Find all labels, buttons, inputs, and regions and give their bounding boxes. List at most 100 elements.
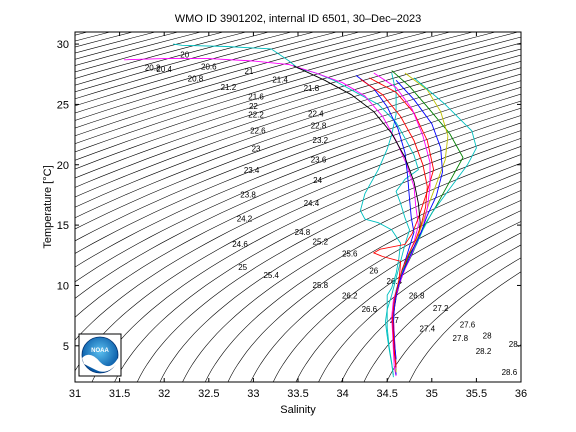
isopycnal-line bbox=[75, 32, 474, 153]
x-tick-label: 33.5 bbox=[287, 388, 308, 400]
isopycnal-label: 23 bbox=[252, 144, 261, 153]
isopycnal-line bbox=[75, 115, 521, 341]
isopycnal-label: 20 bbox=[180, 50, 189, 59]
isopycnal-label: 26.4 bbox=[387, 277, 403, 286]
logo-text: NOAA bbox=[91, 348, 109, 354]
profile-line bbox=[392, 79, 443, 360]
x-tick-label: 31 bbox=[69, 388, 81, 400]
noaa-seagull-icon bbox=[82, 354, 118, 372]
isopycnal-label: 21 bbox=[244, 67, 253, 76]
x-tick-label: 31.5 bbox=[109, 388, 130, 400]
isopycnal-label: 27.2 bbox=[433, 304, 449, 313]
chart-title: WMO ID 3901202, internal ID 6501, 30–Dec… bbox=[175, 13, 421, 25]
isopycnal-label: 21.8 bbox=[304, 84, 320, 93]
isopycnal-line bbox=[75, 32, 384, 121]
profile-line bbox=[173, 43, 419, 378]
isopycnal-label: 23.6 bbox=[311, 155, 327, 164]
isopycnal-line bbox=[75, 32, 202, 66]
isopycnal-label: 28 bbox=[483, 332, 492, 341]
x-tick-label: 35.5 bbox=[466, 388, 487, 400]
isopycnal-line bbox=[386, 257, 521, 382]
isopycnal-label: 26 bbox=[369, 266, 378, 275]
isopycnal-line bbox=[75, 107, 521, 318]
profile-line bbox=[360, 78, 428, 368]
isopycnal-line bbox=[75, 32, 293, 93]
isopycnal-label: 21.4 bbox=[272, 76, 288, 85]
isopycnal-label: 24.2 bbox=[237, 214, 253, 223]
isopycnal-line bbox=[75, 61, 521, 219]
isopycnal-line bbox=[295, 210, 521, 382]
isopycnal-label: 27.6 bbox=[460, 321, 476, 330]
y-axis-ticks: 5 10 15 20 25 30 bbox=[57, 39, 521, 353]
isopycnal-line bbox=[75, 100, 521, 299]
isopycnal-line bbox=[75, 36, 521, 179]
isopycnal-label: 22.4 bbox=[308, 109, 324, 118]
isopycnal-label: 20.6 bbox=[201, 62, 217, 71]
isopycnal-line bbox=[408, 271, 521, 382]
isopycnal-label: 24 bbox=[313, 176, 322, 185]
isopycnal-label: 24.6 bbox=[232, 240, 248, 249]
x-tick-label: 35 bbox=[426, 388, 438, 400]
isopycnal-line bbox=[340, 232, 521, 382]
y-axis-label: Temperature [°C] bbox=[42, 165, 54, 248]
y-tick-label: 10 bbox=[57, 280, 69, 292]
y-tick-label: 15 bbox=[57, 220, 69, 232]
isopycnal-label: 24.8 bbox=[295, 228, 311, 237]
isopycnal-line bbox=[75, 32, 429, 137]
isopycnal-label: 20.2 bbox=[145, 64, 161, 73]
isopycnal-label: 25.4 bbox=[263, 271, 279, 280]
isopycnal-line bbox=[227, 180, 521, 382]
isopycnal-label: 25.2 bbox=[313, 237, 329, 246]
isopycnal-line bbox=[75, 32, 338, 107]
isopycnal-label: 23.2 bbox=[313, 136, 329, 145]
isopycnal-line bbox=[114, 137, 521, 382]
noaa-logo: NOAA bbox=[78, 333, 122, 377]
isopycnal-label: 22 bbox=[249, 102, 258, 111]
isopycnal-label: 25.8 bbox=[313, 281, 329, 290]
isopycnal-line bbox=[272, 200, 521, 382]
isopycnal-label: 28.6 bbox=[502, 368, 518, 377]
x-axis-label: Salinity bbox=[280, 404, 316, 416]
isopycnal-label: 20.4 bbox=[156, 65, 172, 74]
x-tick-label: 34.5 bbox=[376, 388, 397, 400]
x-tick-label: 32.5 bbox=[198, 388, 219, 400]
isopycnal-label: 21.2 bbox=[221, 83, 237, 92]
isopycnal-label: 28.2 bbox=[476, 347, 492, 356]
isopycnal-line bbox=[75, 73, 521, 242]
y-tick-label: 25 bbox=[57, 99, 69, 111]
isopycnal-line bbox=[318, 221, 521, 382]
isopycnal-line bbox=[75, 48, 521, 198]
plot-area bbox=[75, 32, 521, 382]
isopycnal-label: 23.8 bbox=[240, 190, 256, 199]
isopycnal-line bbox=[75, 67, 521, 230]
isopycnal-line bbox=[75, 32, 248, 79]
isopycnal-label: 25 bbox=[238, 263, 247, 272]
isopycnal-line bbox=[159, 154, 521, 382]
isopycnal-label: 24.4 bbox=[304, 199, 320, 208]
isopycnal-label: 20.8 bbox=[188, 74, 204, 83]
isopycnal-line bbox=[75, 32, 270, 86]
y-tick-label: 20 bbox=[57, 160, 69, 172]
isopycnal-label: 27.8 bbox=[453, 334, 469, 343]
isopycnal-label: 27 bbox=[390, 316, 399, 325]
isopycnal-lines bbox=[75, 32, 521, 382]
isopycnal-line bbox=[75, 80, 521, 254]
isopycnal-line bbox=[91, 130, 521, 382]
isopycnal-line bbox=[204, 171, 521, 382]
isopycnal-label: 25.6 bbox=[342, 249, 358, 258]
isopycnal-line bbox=[250, 190, 521, 382]
isopycnal-label: 26.6 bbox=[362, 305, 378, 314]
isopycnal-label: 28.4 bbox=[509, 340, 525, 349]
isopycnal-line bbox=[75, 32, 361, 114]
isopycnal-label: 22.6 bbox=[250, 126, 266, 135]
isopycnal-line bbox=[75, 54, 521, 208]
isopycnal-label: 23.4 bbox=[244, 166, 260, 175]
isopycnal-line bbox=[136, 146, 521, 382]
isopycnal-line bbox=[75, 32, 520, 170]
isopycnal-line bbox=[182, 162, 521, 382]
y-tick-label: 5 bbox=[63, 341, 69, 353]
isopycnal-line bbox=[75, 32, 497, 161]
isopycnal-label: 26.2 bbox=[342, 292, 358, 301]
